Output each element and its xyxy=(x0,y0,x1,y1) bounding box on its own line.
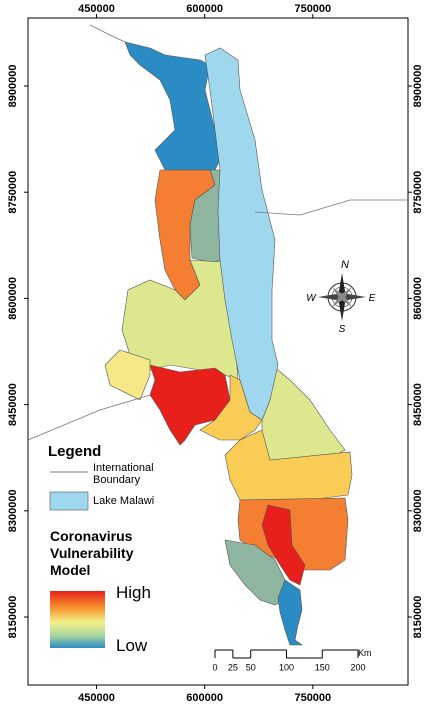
legend-item: International Boundary xyxy=(93,462,154,486)
high-label: High xyxy=(116,583,151,602)
lake xyxy=(204,47,279,421)
scale-label: 0 xyxy=(212,662,217,672)
compass xyxy=(318,273,366,321)
y-tick-label: 8150000 xyxy=(412,596,424,639)
x-tick-label: 450000 xyxy=(78,692,115,704)
x-tick-label: 750000 xyxy=(294,692,331,704)
boundaries xyxy=(27,24,408,441)
legend-item: Lake Malawi xyxy=(93,495,155,507)
y-tick-label: 8600000 xyxy=(412,277,424,320)
y-tick-label: 8300000 xyxy=(412,489,424,532)
districts xyxy=(104,41,353,646)
legend-title: Legend xyxy=(48,443,102,460)
x-tick-label: 450000 xyxy=(78,3,115,15)
y-tick-label: 8450000 xyxy=(412,383,424,426)
x-tick-label: 600000 xyxy=(186,3,223,15)
y-tick-label: 8750000 xyxy=(7,171,19,214)
map-frame xyxy=(27,17,409,686)
scale-label: 25 xyxy=(228,662,238,672)
district xyxy=(277,579,303,646)
compass-label: W xyxy=(306,293,317,304)
y-tick-label: 8450000 xyxy=(7,383,19,426)
gradient-swatch xyxy=(50,591,105,648)
x-tick-label: 750000 xyxy=(294,3,331,15)
scale-label: 50 xyxy=(246,662,256,672)
x-tick-label: 600000 xyxy=(186,692,223,704)
compass-label: S xyxy=(339,324,346,335)
compass-label: E xyxy=(369,293,376,304)
district xyxy=(149,364,231,446)
low-label: Low xyxy=(116,636,148,655)
compass-label: N xyxy=(341,259,349,271)
scale-label: 150 xyxy=(315,662,330,672)
y-tick-label: 8150000 xyxy=(7,596,19,639)
district xyxy=(224,429,353,501)
scale-unit: Km xyxy=(358,648,372,658)
y-tick-label: 8300000 xyxy=(7,489,19,532)
district xyxy=(261,504,306,586)
lake-swatch xyxy=(49,491,89,511)
y-tick-label: 8600000 xyxy=(7,277,19,320)
district xyxy=(104,349,151,401)
y-tick-label: 8750000 xyxy=(412,171,424,214)
y-tick-label: 8900000 xyxy=(7,65,19,108)
scale-label: 200 xyxy=(350,662,365,672)
scale-label: 100 xyxy=(279,662,294,672)
y-tick-label: 8900000 xyxy=(412,65,424,108)
vulnerability-title: Coronavirus Vulnerability Model xyxy=(50,528,134,578)
